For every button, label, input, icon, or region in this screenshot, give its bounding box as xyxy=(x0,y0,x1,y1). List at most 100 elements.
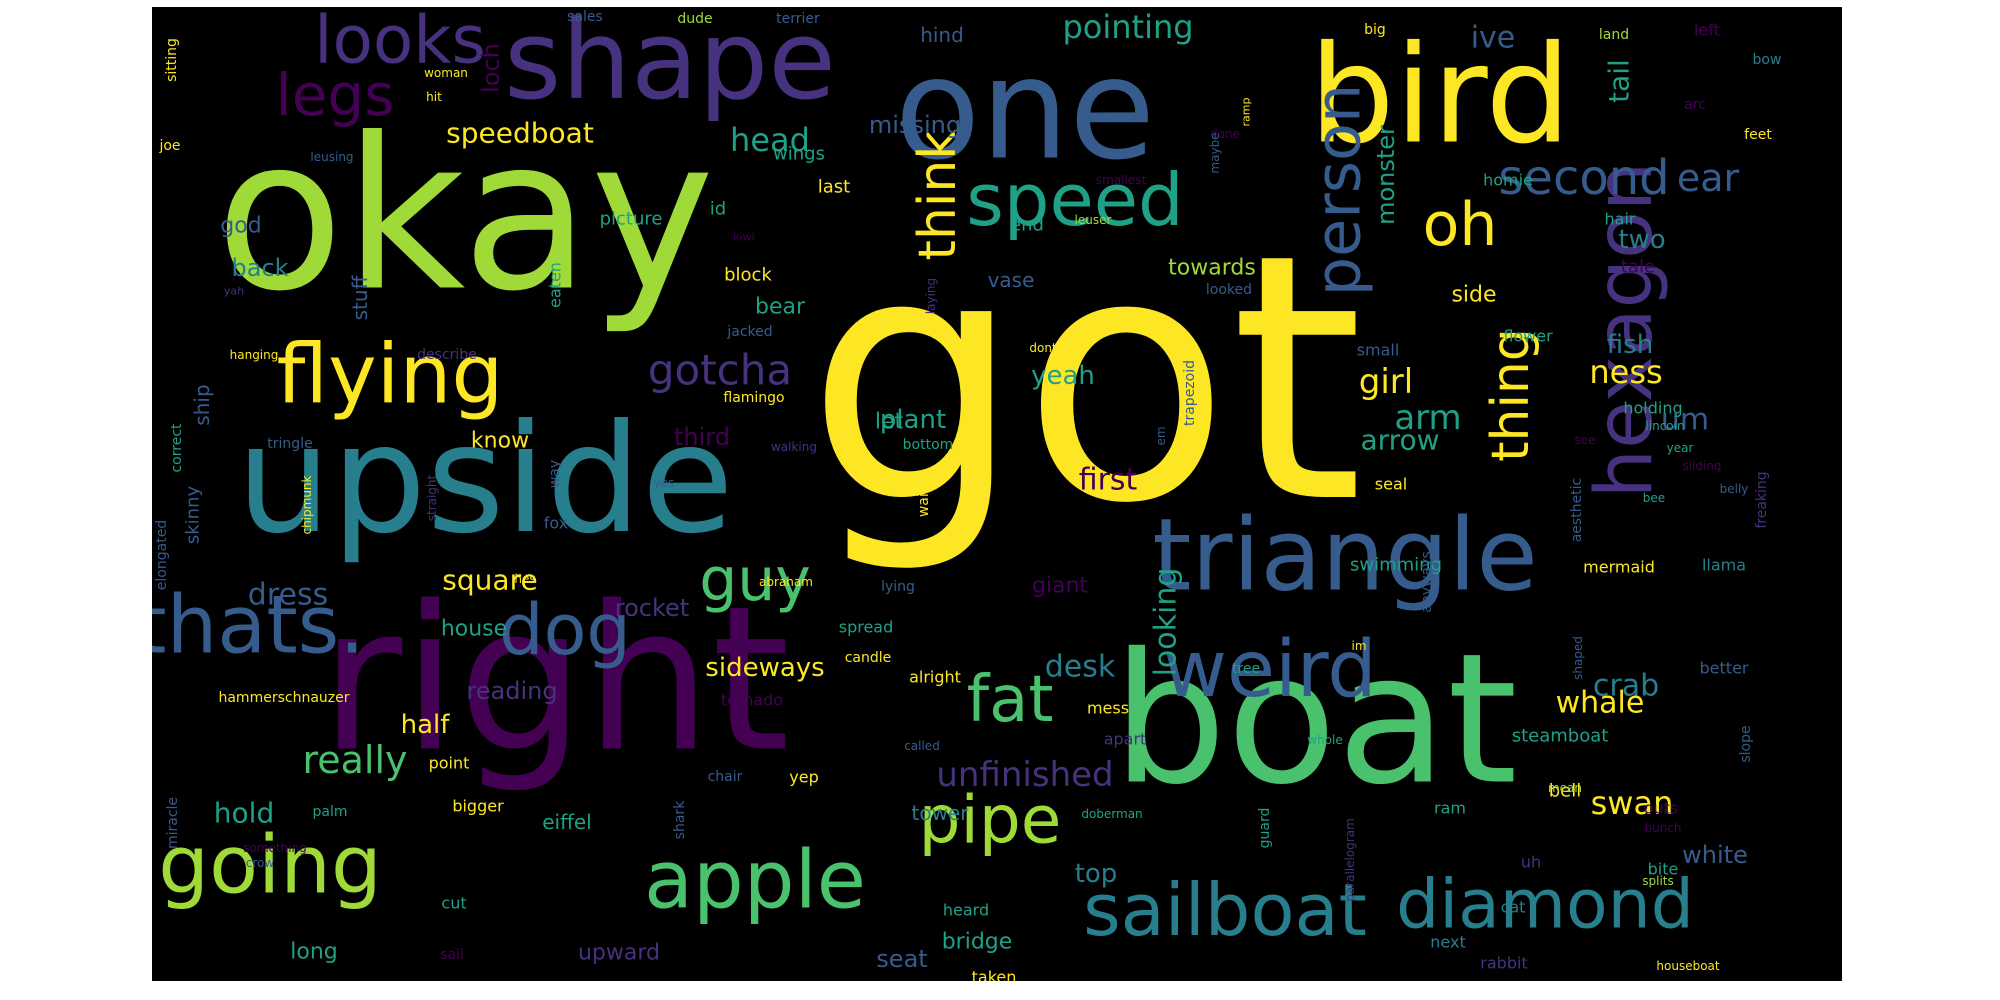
word-vase: vase xyxy=(988,268,1035,292)
word-boat: boat xyxy=(1112,616,1517,825)
word-parallelogram: parallelogram xyxy=(1343,818,1357,902)
word-bigger: bigger xyxy=(452,797,504,816)
word-llama: llama xyxy=(1702,556,1746,575)
word-aesthetic: aesthetic xyxy=(1569,478,1585,543)
word-stuff: stuff xyxy=(348,274,372,320)
word-whale: whale xyxy=(1556,686,1645,721)
word-bridge: bridge xyxy=(942,930,1013,955)
word-legs: legs xyxy=(276,61,395,129)
word-ramp: ramp xyxy=(1240,98,1253,127)
word-woman: woman xyxy=(424,66,468,80)
word-loch: loch xyxy=(477,43,505,93)
word-lincoln: lincoln xyxy=(1645,419,1684,433)
word-bell: bell xyxy=(1549,781,1582,802)
word-jacked: jacked xyxy=(726,324,772,340)
word-desk: desk xyxy=(1045,650,1116,685)
word-mermaid: mermaid xyxy=(1583,558,1655,577)
word-dress: dress xyxy=(248,578,328,613)
word-laying: laying xyxy=(924,278,938,314)
word-shark: shark xyxy=(672,800,688,840)
word-see: see xyxy=(1574,433,1595,447)
word-got: got xyxy=(806,182,1363,578)
word-guy: guy xyxy=(699,545,811,615)
word-called: called xyxy=(904,739,940,753)
word-girl: girl xyxy=(1359,362,1413,402)
word-arrow: arrow xyxy=(1360,424,1439,457)
word-yah: yah xyxy=(224,285,244,298)
word-mean: mean xyxy=(1548,781,1582,795)
word-elongated: elongated xyxy=(154,520,170,590)
word-dont: dont xyxy=(1029,341,1057,355)
word-head: head xyxy=(730,121,810,159)
word-em: em xyxy=(1154,426,1168,445)
word-houseboat: houseboat xyxy=(1656,959,1720,973)
word-joe: joe xyxy=(158,138,180,154)
word-tornado: tornado xyxy=(721,691,783,710)
word-whole: whole xyxy=(1307,733,1342,747)
word-straight: straight xyxy=(425,474,439,521)
word-really: really xyxy=(302,738,407,782)
word-arm: arm xyxy=(1394,398,1461,438)
word-palm: palm xyxy=(313,804,348,820)
word-one: one xyxy=(895,29,1156,192)
word-anyways: anyways xyxy=(1419,551,1435,612)
word-big: big xyxy=(1364,22,1386,38)
word-last: last xyxy=(818,177,850,198)
word-side: side xyxy=(1451,283,1496,308)
word-pipe: pipe xyxy=(919,782,1062,859)
word-id: id xyxy=(710,199,726,220)
word-seat: seat xyxy=(876,945,927,973)
word-terrier: terrier xyxy=(776,11,820,27)
word-steamboat: steamboat xyxy=(1512,726,1609,747)
word-leusing: leusing xyxy=(310,150,353,164)
word-two: two xyxy=(1618,225,1665,255)
word-missing: missing xyxy=(869,111,961,139)
word-hit: hit xyxy=(426,90,442,104)
word-towards: towards xyxy=(1168,256,1256,281)
word-small: small xyxy=(1357,341,1400,360)
word-tower: tower xyxy=(912,801,970,825)
word-thing: thing xyxy=(1481,328,1541,462)
word-walking: walking xyxy=(771,440,817,454)
word-tale: tale xyxy=(1621,257,1655,278)
word-better: better xyxy=(1700,659,1749,678)
word-upward: upward xyxy=(578,941,660,966)
word-wings: wings xyxy=(773,144,825,165)
word-heard: heard xyxy=(943,901,989,920)
word-outs: outs xyxy=(1644,799,1679,818)
word-crab: crab xyxy=(1593,669,1659,704)
word-chair: chair xyxy=(708,769,743,785)
word-bear: bear xyxy=(755,295,806,320)
word-next: next xyxy=(1430,933,1465,952)
word-god: god xyxy=(220,214,261,239)
word-speedboat: speedboat xyxy=(446,117,594,150)
word-block: block xyxy=(724,265,772,286)
word-chipmunk: chipmunk xyxy=(300,475,314,534)
word-slope: slope xyxy=(1738,725,1754,762)
word-pointing: pointing xyxy=(1062,8,1193,46)
word-guard: guard xyxy=(1257,808,1273,849)
word-cut: cut xyxy=(441,894,466,913)
word-yes: yes xyxy=(654,476,675,490)
word-yep: yep xyxy=(789,768,818,787)
word-cat: cat xyxy=(1501,898,1526,917)
word-taken: taken xyxy=(972,968,1017,982)
word-point: point xyxy=(429,754,470,773)
word-rocket: rocket xyxy=(615,594,689,622)
word-end: end xyxy=(1010,215,1044,236)
word-first: first xyxy=(1079,463,1138,498)
word-hexagon: hexagon xyxy=(1580,162,1670,499)
word-flower: flower xyxy=(1503,327,1553,346)
word-weird: weird xyxy=(1163,625,1377,715)
word-waird: waird xyxy=(916,479,932,517)
word-belly: belly xyxy=(1720,482,1749,496)
word-dude: dude xyxy=(677,11,712,27)
word-shape: shape xyxy=(504,7,836,124)
word-um: um xyxy=(1661,403,1709,438)
word-long: long xyxy=(290,940,337,965)
word-plant: plant xyxy=(880,405,946,435)
word-hind: hind xyxy=(920,23,964,47)
word-holding: holding xyxy=(1623,399,1682,418)
word-bunch: bunch xyxy=(1644,821,1681,835)
word-maybe: maybe xyxy=(1208,132,1222,173)
